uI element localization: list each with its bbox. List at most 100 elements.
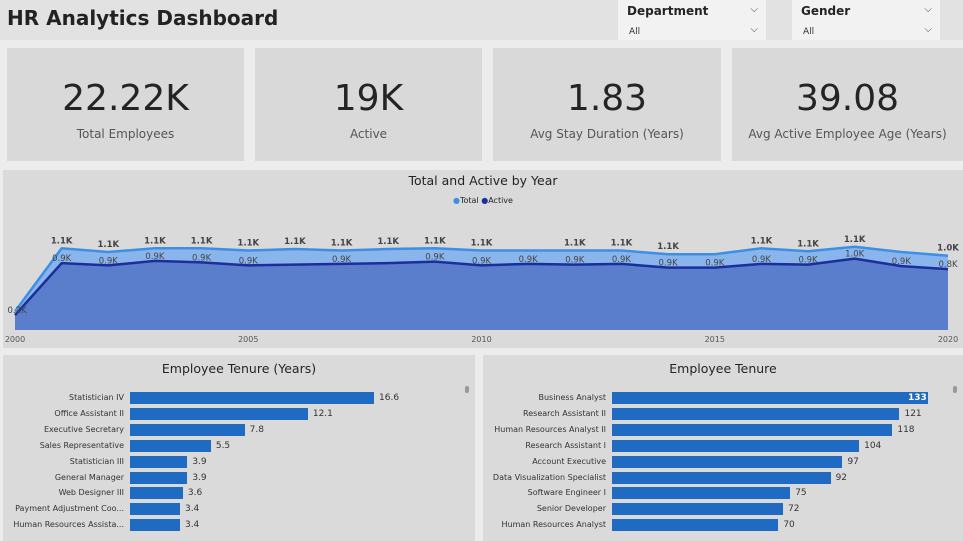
active-data-label: 0.9K: [799, 256, 819, 266]
slicer-label: Gender: [801, 4, 851, 18]
bar-value: 104: [864, 440, 882, 451]
bar-value: 97: [847, 456, 859, 467]
kpi-value: 22.22K: [62, 78, 189, 119]
page-title: HR Analytics Dashboard: [7, 6, 279, 30]
bar-label: Web Designer III: [58, 488, 124, 498]
total-data-label: 1.1K: [377, 237, 399, 247]
bar[interactable]: [612, 407, 900, 420]
chevron-down-icon[interactable]: ⌵: [750, 24, 758, 35]
bar-value: 3.6: [187, 488, 203, 499]
total-data-label: 1.1K: [237, 239, 259, 249]
bar-row[interactable]: Statistician IV 16.6: [3, 392, 475, 404]
bar-value: 75: [795, 488, 807, 499]
kpi-total-employees: 22.22K Total Employees: [7, 48, 244, 161]
chart-title: Employee Tenure (Years): [161, 361, 317, 376]
bar[interactable]: [130, 519, 180, 532]
legend-dot-icon: ●: [481, 196, 489, 205]
bar[interactable]: [612, 439, 860, 452]
active-data-label: 0.9K: [99, 256, 119, 266]
total-data-label: 1.0K: [937, 244, 959, 254]
bar-value: 3.4: [184, 520, 200, 531]
total-data-label: 1.1K: [284, 237, 306, 247]
x-tick-label: 2000: [5, 335, 25, 344]
gender-slicer[interactable]: Gender ⌵ All ⌵: [792, 0, 940, 40]
bar-value: 3.9: [192, 456, 207, 467]
bar-label: General Manager: [54, 472, 124, 482]
bar[interactable]: [612, 487, 791, 500]
bar-row[interactable]: Human Resources Analyst II 118: [483, 423, 963, 436]
bar-row[interactable]: Business Analyst 133: [483, 392, 963, 404]
kpi-value: 19K: [333, 78, 404, 119]
kpi-label: Avg Stay Duration (Years): [530, 127, 684, 141]
total-data-label: 1.1K: [191, 236, 213, 246]
bar-value: 3.4: [184, 504, 200, 515]
bar-row[interactable]: Human Resources Assista... 3.4: [3, 519, 475, 532]
bar[interactable]: [130, 503, 180, 516]
bar-value: 92: [835, 472, 848, 483]
total-line: [13, 245, 949, 313]
bar-row[interactable]: Account Executive 97: [483, 455, 963, 468]
total-data-label: 1.1K: [471, 239, 493, 249]
bar-label: Business Analyst: [538, 393, 606, 402]
bar[interactable]: [130, 487, 183, 500]
active-data-label: 0.9K: [565, 256, 585, 266]
active-data-label: 0.9K: [752, 255, 772, 265]
bar[interactable]: [612, 392, 928, 404]
bar-row[interactable]: Research Assistant II 121: [483, 407, 963, 420]
bar[interactable]: [612, 455, 843, 468]
bar-row[interactable]: Payment Adjustment Coo... 3.4: [3, 503, 475, 516]
bar-row[interactable]: Statistician III 3.9: [3, 455, 475, 468]
bar-row[interactable]: Sales Representative 5.5: [3, 439, 475, 452]
bar[interactable]: [130, 455, 188, 468]
active-data-label: 0.8K: [938, 260, 958, 270]
bar[interactable]: [612, 519, 779, 532]
chevron-down-icon[interactable]: ⌵: [924, 24, 932, 35]
bar[interactable]: [612, 471, 831, 484]
bar-label: Payment Adjustment Coo...: [15, 504, 124, 514]
bar-row[interactable]: Senior Developer 72: [483, 503, 963, 516]
bar-row[interactable]: Research Assistant I 104: [483, 439, 963, 452]
bar-value: 5.5: [215, 440, 231, 451]
slicer-value: All: [629, 27, 641, 37]
bar-label: Data Visualization Specialist: [492, 472, 606, 482]
total-data-label: 1.1K: [844, 235, 866, 245]
kpi-active: 19K Active: [255, 48, 482, 161]
active-data-label: 0.9K: [705, 259, 725, 269]
bar-value: 3.9: [192, 472, 207, 483]
bar[interactable]: [130, 423, 245, 436]
bar[interactable]: [130, 439, 211, 452]
bar-row[interactable]: Data Visualization Specialist 92: [483, 471, 963, 484]
bar-row[interactable]: Office Assistant II 12.1: [3, 407, 475, 420]
bar[interactable]: [612, 423, 893, 436]
active-data-label: 1.0K: [845, 250, 865, 260]
bar-label: Sales Representative: [39, 440, 124, 450]
bar-label: Human Resources Assista...: [13, 520, 124, 530]
active-data-label: 0.9K: [659, 259, 679, 269]
x-tick-label: 2020: [938, 335, 958, 344]
bar-row[interactable]: Executive Secretary 7.8: [3, 423, 475, 436]
bar[interactable]: [612, 503, 784, 516]
active-data-label: 0.9K: [52, 254, 72, 264]
scrollbar[interactable]: [465, 386, 469, 393]
total-data-label: 1.1K: [51, 236, 73, 246]
bar[interactable]: [130, 407, 308, 420]
active-data-label: 0.9K: [145, 252, 165, 262]
chevron-down-icon[interactable]: ⌵: [750, 4, 758, 15]
bar-row[interactable]: Software Engineer I 75: [483, 487, 963, 500]
bar-row[interactable]: General Manager 3.9: [3, 471, 475, 484]
chevron-down-icon[interactable]: ⌵: [924, 4, 932, 15]
bar-row[interactable]: Web Designer III 3.6: [3, 487, 475, 500]
department-slicer[interactable]: Department ⌵ All ⌵: [618, 0, 766, 40]
bar-label: Research Assistant I: [525, 440, 606, 450]
bar[interactable]: [130, 392, 375, 404]
bar[interactable]: [130, 471, 188, 484]
bar-value: 118: [897, 424, 915, 435]
scrollbar[interactable]: [953, 386, 957, 393]
active-data-label: 0.9K: [239, 256, 259, 266]
bar-label: Statistician IV: [69, 393, 124, 402]
total-data-label: 1.1K: [657, 242, 679, 252]
chart-title: Total and Active by Year: [408, 173, 558, 188]
x-tick-label: 2015: [705, 335, 725, 344]
total-data-label: 1.1K: [331, 239, 353, 249]
bar-row[interactable]: Human Resources Analyst 70: [483, 519, 963, 532]
